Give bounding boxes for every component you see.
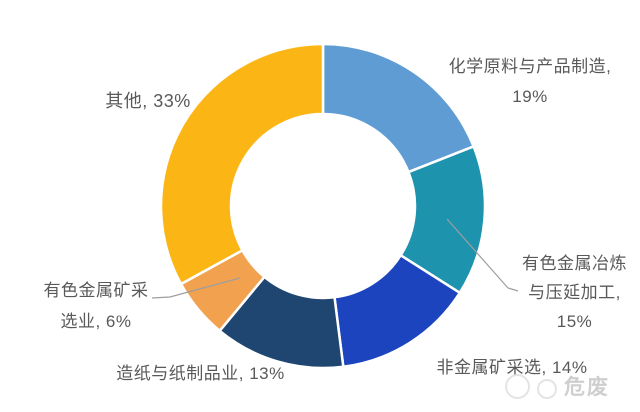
slice-label-nonmetal-mining: 非金属矿采选, 14% (428, 357, 596, 379)
leader-lines (151, 218, 519, 299)
slice-label-line: 与压延加工, (528, 283, 621, 302)
watermark-logo-icon (537, 379, 557, 399)
slice-label-other: 其他, 33% (98, 90, 198, 112)
slice-label-line: 非金属矿采选, 14% (436, 358, 588, 377)
leader-line-nonferrous-mining (151, 277, 241, 299)
watermark-text: 危废 (564, 376, 610, 399)
leader-line-smelting (446, 218, 519, 292)
slice-label-nonferrous-mining: 有色金属矿采 选业, 6% (22, 275, 170, 337)
donut-slices (159, 42, 487, 370)
slice-label-line: 化学原料与产品制造, (448, 57, 612, 76)
slice-label-nonferrous-smelting: 有色金属冶炼 与压延加工, 15% (512, 249, 637, 336)
slice-label-line: 有色金属矿采 (43, 281, 149, 300)
slice-label-line: 选业, 6% (60, 312, 132, 331)
donut-slice-5 (159, 42, 325, 286)
slice-label-line: 19% (512, 87, 548, 106)
slice-label-paper-products: 造纸与纸制品业, 13% (108, 363, 293, 385)
watermark: 危废 (505, 366, 640, 406)
slice-label-line: 15% (556, 312, 593, 331)
slice-label-line: 其他, 33% (105, 91, 191, 111)
slice-label-line: 造纸与纸制品业, 13% (116, 364, 285, 383)
slice-label-line: 有色金属冶炼 (522, 254, 627, 273)
donut-slice-0 (321, 42, 475, 174)
watermark-logo-icon (505, 373, 530, 399)
slice-label-chemical-materials: 化学原料与产品制造, 19% (425, 52, 635, 112)
